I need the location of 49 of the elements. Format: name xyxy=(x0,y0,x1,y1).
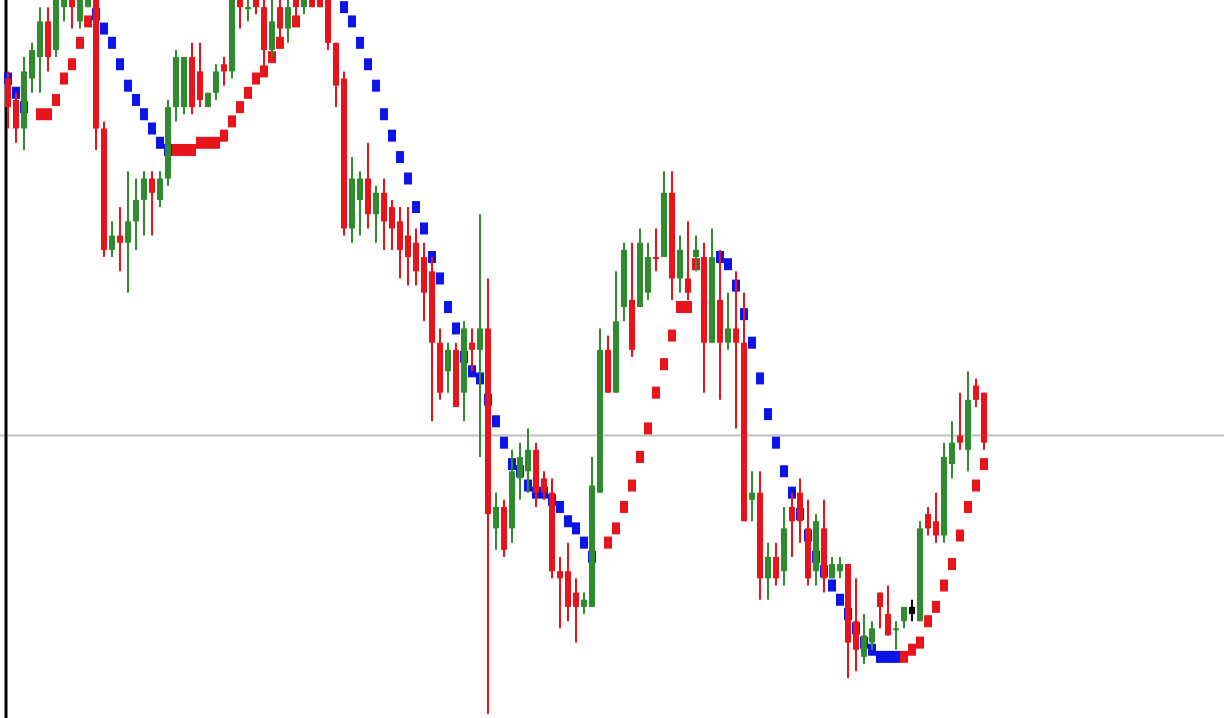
candlestick xyxy=(565,541,571,623)
candlestick xyxy=(885,584,891,637)
candlestick xyxy=(933,491,939,544)
candlestick xyxy=(237,0,243,30)
candlestick xyxy=(365,141,371,230)
candlestick xyxy=(149,170,155,237)
candlestick xyxy=(221,56,227,87)
candlestick xyxy=(493,491,499,551)
candlestick xyxy=(125,170,131,294)
candlestick xyxy=(77,0,83,30)
candlestick xyxy=(117,206,123,273)
candlestick xyxy=(573,577,579,644)
candlestick xyxy=(381,177,387,251)
candlestick xyxy=(45,6,51,73)
candlestick xyxy=(141,170,147,237)
candlestick xyxy=(925,505,931,537)
candlestick xyxy=(445,341,451,394)
candlestick xyxy=(877,591,883,630)
candlestick xyxy=(285,0,291,44)
candlestick xyxy=(957,391,963,451)
candlestick xyxy=(501,498,507,558)
candlestick xyxy=(413,227,419,287)
candlestick xyxy=(557,555,563,630)
candlestick xyxy=(909,598,915,623)
candlestick xyxy=(773,541,779,587)
candlestick xyxy=(373,184,379,244)
candlestick xyxy=(197,41,203,109)
candlestick xyxy=(677,234,683,294)
candlestick xyxy=(157,170,163,209)
candlestick xyxy=(133,177,139,251)
candlestick xyxy=(357,170,363,237)
candlestick xyxy=(325,0,331,51)
candlestick xyxy=(37,6,43,94)
candlestick xyxy=(725,291,731,351)
candlestick xyxy=(397,206,403,280)
candlestick xyxy=(765,541,771,601)
candlestick xyxy=(605,334,611,394)
candlestick xyxy=(109,220,115,259)
candlestick xyxy=(69,0,75,30)
candlestick xyxy=(213,63,219,101)
candlestick xyxy=(837,555,843,580)
candlestick xyxy=(405,206,411,287)
candlestick xyxy=(389,198,395,251)
candlestick xyxy=(893,620,899,651)
candlestick xyxy=(749,470,755,523)
candlestick xyxy=(245,0,251,23)
candlestick xyxy=(653,227,659,273)
candlestick xyxy=(781,505,787,587)
candlestick xyxy=(645,241,651,301)
